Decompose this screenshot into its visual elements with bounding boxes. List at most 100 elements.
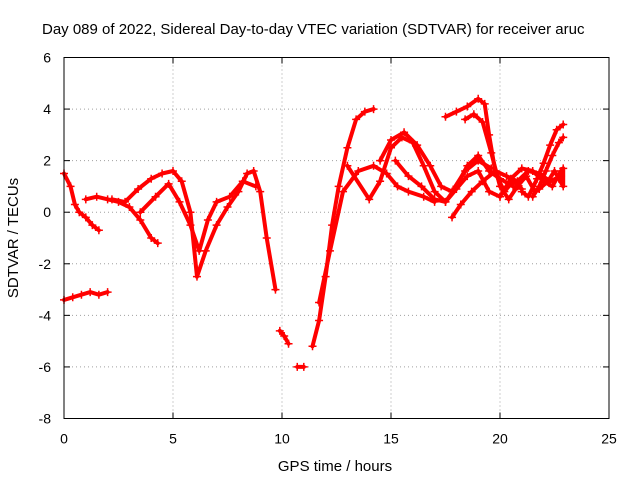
y-tick-label: -8: [39, 411, 52, 427]
data-point: [548, 182, 557, 191]
data-point: [419, 192, 428, 201]
data-point: [103, 288, 112, 297]
data-point: [339, 187, 348, 196]
data-point: [315, 298, 324, 307]
series-sat-f: [275, 326, 293, 348]
data-point: [448, 213, 457, 222]
data-point: [308, 342, 317, 351]
data-point: [485, 187, 494, 196]
data-point: [147, 234, 156, 242]
data-point: [225, 192, 234, 201]
data-point: [467, 187, 476, 196]
data-point: [426, 161, 435, 170]
data-point: [153, 239, 162, 248]
data-point: [94, 290, 103, 299]
data-point: [315, 316, 324, 325]
series-line: [345, 135, 502, 204]
data-point: [474, 166, 483, 175]
data-point: [121, 197, 130, 206]
y-tick-label: -4: [39, 307, 52, 323]
data-point: [369, 161, 378, 170]
data-point: [376, 156, 385, 165]
data-point: [107, 195, 116, 204]
data-point: [134, 185, 143, 194]
data-point: [539, 159, 548, 168]
data-point: [125, 203, 134, 212]
data-point: [343, 143, 352, 152]
data-point: [554, 138, 563, 147]
y-tick-label: 6: [43, 50, 51, 66]
data-point: [81, 213, 90, 222]
data-point: [528, 166, 537, 175]
data-point: [212, 221, 221, 230]
y-tick-label: 0: [43, 204, 51, 220]
data-point: [223, 203, 232, 212]
data-point: [70, 200, 79, 209]
y-tick-label: 2: [43, 153, 51, 169]
data-point: [504, 195, 513, 204]
data-point: [151, 192, 160, 201]
data-point: [271, 285, 280, 294]
data-point: [550, 166, 559, 175]
data-point: [238, 177, 247, 186]
data-point: [456, 200, 465, 209]
data-point: [478, 117, 487, 126]
data-point: [66, 182, 75, 191]
data-point: [496, 182, 504, 191]
data-point: [147, 174, 156, 183]
data-point: [393, 182, 402, 191]
series-sat-e: [136, 177, 260, 255]
data-point: [543, 177, 552, 186]
data-point: [75, 208, 84, 217]
data-point: [136, 208, 145, 217]
data-point: [437, 182, 446, 191]
data-point: [487, 148, 496, 157]
data-point: [369, 105, 378, 114]
data-point: [164, 179, 173, 188]
data-point: [559, 120, 568, 129]
data-point: [387, 136, 395, 145]
data-point: [463, 172, 472, 181]
data-point: [77, 290, 86, 299]
data-point: [513, 177, 522, 186]
y-tick-label: -2: [39, 256, 52, 272]
data-point: [452, 182, 461, 191]
data-point: [177, 177, 186, 186]
data-point: [325, 246, 334, 255]
data-point: [400, 128, 409, 137]
data-point: [413, 141, 422, 150]
data-point: [441, 197, 450, 206]
data-point: [559, 133, 568, 142]
x-tick-label: 20: [492, 431, 508, 447]
series-sat-b: [60, 288, 112, 304]
data-point: [478, 177, 487, 186]
series-sat-q: [517, 120, 568, 201]
chart-title: Day 089 of 2022, Sidereal Day-to-day VTE…: [42, 21, 585, 38]
data-point: [275, 326, 284, 335]
data-point: [86, 288, 95, 297]
series-sat-a: [60, 169, 103, 235]
data-point: [365, 195, 374, 204]
data-point: [186, 221, 195, 230]
data-point: [463, 102, 472, 111]
tick-labels: 0 5 10 15 20 25 -8 -6 -4 -2 0 2 4 6: [39, 50, 617, 447]
data-point: [299, 362, 308, 371]
data-point: [461, 115, 470, 124]
data-point: [81, 195, 90, 204]
data-point: [541, 166, 550, 175]
data-point: [195, 246, 204, 255]
data-point: [251, 182, 260, 191]
data-point: [552, 125, 561, 134]
data-point: [256, 187, 265, 196]
series-line: [443, 96, 524, 194]
x-axis-title: GPS time / hours: [278, 458, 392, 475]
data-point: [559, 164, 568, 173]
data-point: [376, 177, 385, 186]
data-point: [192, 272, 201, 281]
data-point: [559, 182, 568, 191]
data-point: [404, 172, 413, 181]
data-point: [136, 215, 145, 224]
data-point: [352, 115, 361, 124]
data-point: [517, 164, 526, 173]
